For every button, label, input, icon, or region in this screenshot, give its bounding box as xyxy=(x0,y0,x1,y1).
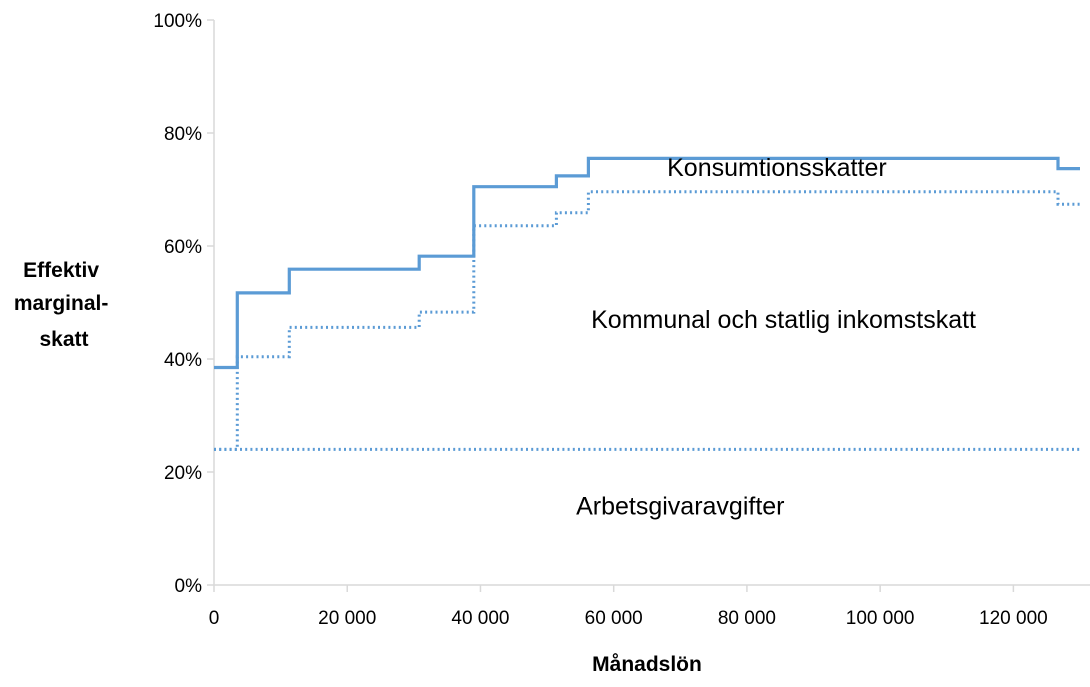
annotations: Konsumtionsskatter Kommunal och statlig i… xyxy=(576,154,976,520)
y-tick-label: 80% xyxy=(164,124,202,145)
y-tick-label: 40% xyxy=(164,350,202,371)
y-tick-label: 20% xyxy=(164,463,202,484)
x-tick-label: 0 xyxy=(209,608,220,629)
series-layer xyxy=(214,156,1080,451)
series-line-dotted-1 xyxy=(214,190,1080,451)
x-tick-label: 80 000 xyxy=(718,608,776,629)
y-axis: 0% 20% 40% 60% 80% 100% xyxy=(153,11,215,597)
x-tick-label: 100 000 xyxy=(846,608,915,629)
annotation-label: Konsumtionsskatter xyxy=(667,154,887,182)
x-axis: 0 20 000 40 000 60 000 80 000 100 000 120 000 xyxy=(209,584,1090,629)
annotation-label: Arbetsgivaravgifter xyxy=(576,492,784,520)
x-ticks: 0 20 000 40 000 60 000 80 000 100 000 120 000 xyxy=(209,585,1048,629)
x-tick-label: 60 000 xyxy=(585,608,643,629)
x-tick-label: 40 000 xyxy=(451,608,509,629)
y-axis-title: Effektiv marginal- skatt xyxy=(14,259,114,351)
y-axis-title-line-1: Effektiv xyxy=(23,259,99,282)
y-tick-label: 60% xyxy=(164,237,202,258)
x-tick-label: 120 000 xyxy=(979,608,1048,629)
x-axis-title: Månadslön xyxy=(592,653,702,676)
y-tick-label: 100% xyxy=(153,11,202,32)
y-ticks: 0% 20% 40% 60% 80% 100% xyxy=(153,11,214,597)
annotation-label: Kommunal och statlig inkomstskatt xyxy=(591,306,976,334)
y-axis-title-line-3: skatt xyxy=(39,328,88,351)
series-line-solid-0 xyxy=(214,156,1080,370)
y-axis-title-line-2: marginal- xyxy=(14,292,109,315)
x-tick-label: 20 000 xyxy=(318,608,376,629)
y-tick-label: 0% xyxy=(175,576,203,597)
